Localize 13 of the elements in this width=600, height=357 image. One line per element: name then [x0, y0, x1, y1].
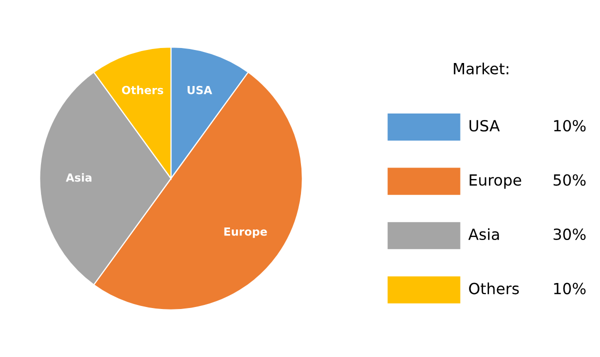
- legend-label: Asia: [468, 228, 499, 240]
- slice-label: Others: [122, 86, 164, 94]
- slice-label: Europe: [224, 228, 267, 238]
- slice-label: USA: [188, 86, 212, 94]
- data-label: 30%: [554, 228, 586, 240]
- legend-title: Market:: [454, 62, 508, 74]
- data-label: 10%: [554, 120, 586, 132]
- legend-label: Europe: [470, 174, 522, 189]
- data-label: 10%: [554, 282, 586, 294]
- legend-label: USA: [470, 120, 500, 132]
- slice-label: Asia: [66, 173, 92, 182]
- data-label: 50%: [554, 174, 586, 186]
- legend-label: Others: [469, 282, 519, 294]
